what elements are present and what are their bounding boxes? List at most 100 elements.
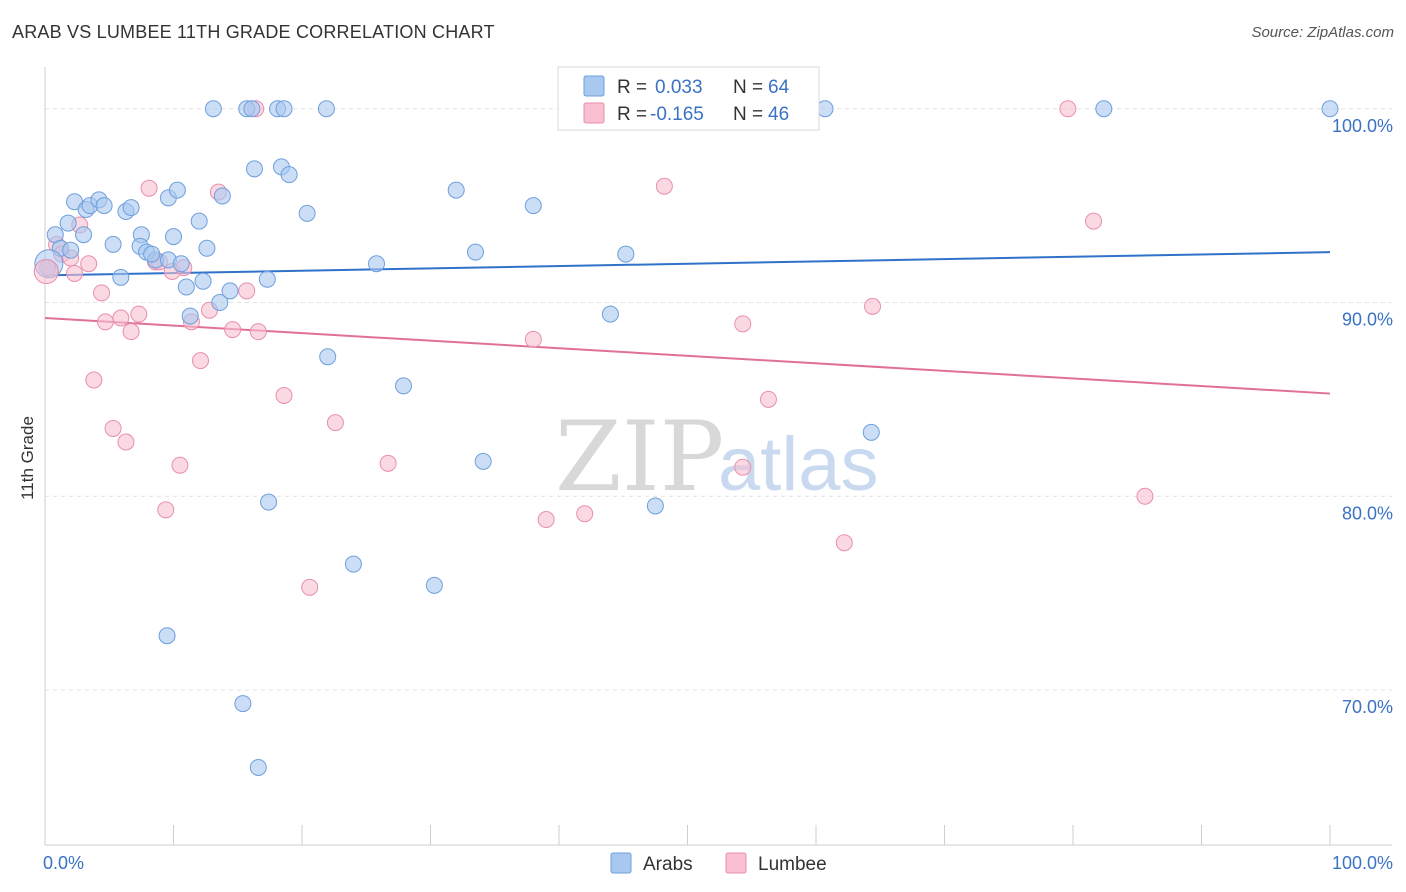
point-arabs <box>275 100 293 118</box>
legend-swatch-lumbee <box>583 102 605 124</box>
point-arabs <box>447 181 465 199</box>
bottom-legend: Arabs Lumbee <box>610 852 827 875</box>
axes <box>44 67 1392 846</box>
point-lumbee <box>171 456 189 474</box>
point-arabs <box>862 423 880 441</box>
point-arabs <box>194 272 212 290</box>
point-arabs <box>245 160 263 178</box>
point-arabs <box>211 294 229 311</box>
point-lumbee <box>104 419 122 437</box>
point-arabs <box>234 695 252 713</box>
chart-title: ARAB VS LUMBEE 11TH GRADE CORRELATION CH… <box>12 22 495 42</box>
point-arabs <box>395 377 413 395</box>
bottom-legend-swatch-arabs <box>610 852 632 874</box>
point-arabs <box>190 212 208 230</box>
legend-n-label: N = <box>733 77 763 98</box>
legend-swatch-arabs <box>583 75 605 97</box>
point-lumbee <box>655 177 673 195</box>
point-lumbee <box>238 282 256 300</box>
trend-line-arabs <box>44 251 1331 277</box>
legend-box: R = 0.033 N = 64 R = -0.165 N = 46 <box>557 66 820 131</box>
point-lumbee <box>1059 100 1077 118</box>
point-arabs <box>260 493 278 511</box>
y-tick-labels: 70.0% 80.0% 90.0% 100.0% <box>1332 116 1393 717</box>
point-lumbee <box>80 255 98 273</box>
point-arabs <box>298 204 316 222</box>
point-arabs <box>62 241 80 259</box>
point-arabs <box>280 166 298 184</box>
point-arabs <box>104 235 122 253</box>
y-axis-label: 11th Grade <box>18 416 37 500</box>
point-arabs <box>1321 100 1339 118</box>
point-arabs <box>181 307 199 325</box>
point-arabs <box>1095 100 1113 118</box>
point-arabs <box>646 497 664 515</box>
point-arabs <box>143 245 161 263</box>
x-tick-labels: 0.0% 100.0% <box>43 853 1393 873</box>
point-arabs <box>158 627 176 645</box>
point-lumbee <box>275 387 293 404</box>
point-lumbee <box>835 534 853 552</box>
legend-r-value-arabs: 0.033 <box>655 77 703 98</box>
point-lumbee <box>1085 212 1103 230</box>
point-lumbee <box>537 511 555 528</box>
grid-lines <box>45 108 1392 691</box>
point-lumbee <box>224 321 242 339</box>
point-lumbee <box>96 313 114 331</box>
point-lumbee <box>864 297 882 315</box>
point-lumbee <box>117 433 135 451</box>
point-lumbee <box>140 179 158 197</box>
point-lumbee <box>249 323 267 341</box>
point-arabs <box>198 239 216 257</box>
point-arabs <box>59 214 77 232</box>
source-credit: Source: ZipAtlas.com <box>1251 24 1394 41</box>
point-lumbee <box>93 284 111 302</box>
bottom-legend-label-arabs: Arabs <box>643 854 693 875</box>
point-arabs <box>317 100 335 118</box>
point-arabs <box>95 197 113 215</box>
legend-r-value-lumbee: -0.165 <box>650 104 704 125</box>
point-arabs <box>122 199 140 217</box>
point-arabs <box>213 187 231 205</box>
y-tick-label: 70.0% <box>1342 697 1393 717</box>
point-arabs <box>258 270 276 288</box>
bottom-legend-swatch-lumbee <box>725 852 747 874</box>
point-arabs <box>474 452 492 470</box>
point-lumbee <box>130 305 148 323</box>
y-tick-label: 90.0% <box>1342 310 1393 330</box>
point-lumbee <box>734 458 752 476</box>
point-arabs <box>204 100 222 118</box>
legend-n-label: N = <box>733 104 763 125</box>
point-arabs <box>319 348 337 366</box>
point-lumbee <box>326 414 344 432</box>
point-arabs <box>112 268 130 286</box>
point-lumbee <box>301 578 319 596</box>
point-lumbee <box>122 323 140 341</box>
point-arabs <box>75 226 93 244</box>
y-tick-label: 80.0% <box>1342 503 1393 523</box>
trend-lines <box>44 251 1331 395</box>
legend-n-value-lumbee: 46 <box>768 104 789 125</box>
point-arabs <box>177 278 195 296</box>
watermark-zip: ZIP <box>555 401 724 513</box>
point-lumbee <box>379 454 397 472</box>
y-tick-label: 100.0% <box>1332 116 1393 136</box>
point-arabs <box>249 759 267 776</box>
legend-n-value-arabs: 64 <box>768 77 790 98</box>
point-arabs <box>344 555 362 573</box>
legend-r-label: R = <box>617 104 647 125</box>
point-arabs <box>368 255 386 273</box>
point-arabs <box>172 255 190 273</box>
point-lumbee <box>191 352 209 370</box>
point-lumbee <box>85 371 103 389</box>
point-lumbee <box>734 315 752 333</box>
bottom-legend-label-lumbee: Lumbee <box>758 854 827 875</box>
point-lumbee <box>66 264 84 282</box>
data-points <box>33 100 1339 776</box>
point-lumbee <box>576 505 594 523</box>
point-arabs <box>601 305 619 323</box>
point-lumbee <box>524 330 542 348</box>
point-arabs <box>168 181 186 199</box>
legend-r-label: R = <box>617 77 647 98</box>
point-lumbee <box>759 390 777 408</box>
